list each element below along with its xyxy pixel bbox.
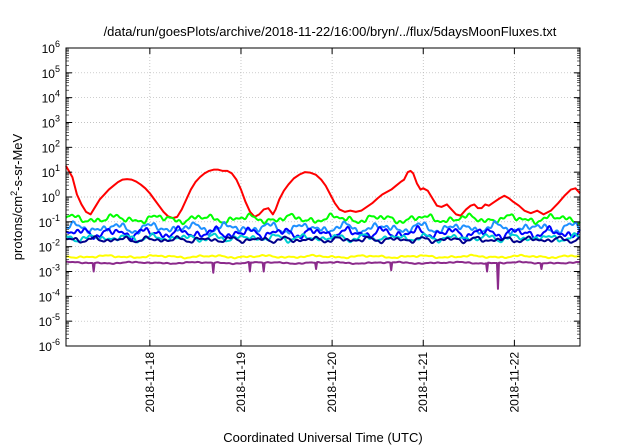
x-tick-label: 2018-11-18 [143,352,157,413]
series-line [65,260,581,290]
y-tick-label: 10-6 [39,337,60,354]
data-series [65,165,581,290]
y-tick-label: 101 [42,163,60,180]
x-tick-label: 2018-11-19 [234,352,248,413]
y-tick-label: 10-1 [39,213,60,230]
y-tick-label: 104 [42,89,60,106]
y-tick-label: 10-3 [39,263,60,280]
x-tick-label: 2018-11-21 [416,352,430,413]
y-tick-label: 105 [42,64,60,81]
y-tick-label: 100 [42,188,60,205]
y-tick-label: 103 [42,114,60,131]
x-tick-label: 2018-11-22 [507,352,521,413]
chart-title: /data/run/goesPlots/archive/2018-11-22/1… [104,24,557,39]
y-tick-label: 102 [42,138,60,155]
series-line [65,212,581,226]
series-line [65,232,581,244]
series-line [65,253,581,260]
series-line [65,220,581,236]
y-axis-label: protons/cm2-s-sr-MeV [9,133,25,260]
y-tick-label: 106 [42,39,60,56]
y-tick-label: 10-2 [39,238,60,255]
x-axis-label: Coordinated Universal Time (UTC) [223,430,422,445]
y-tick-label: 10-4 [39,287,60,304]
series-line [65,165,581,220]
y-axis: 10-6 10-5 10-4 10-3 10-2 10-1 100 101 102 103 104 1… [39,39,580,354]
x-axis: 2018-11-18 2018-11-19 2018-11-20 2018-11-21… [143,48,521,413]
series-line [65,235,581,245]
y-tick-label: 10-5 [39,312,60,329]
x-tick-label: 2018-11-20 [325,352,339,413]
